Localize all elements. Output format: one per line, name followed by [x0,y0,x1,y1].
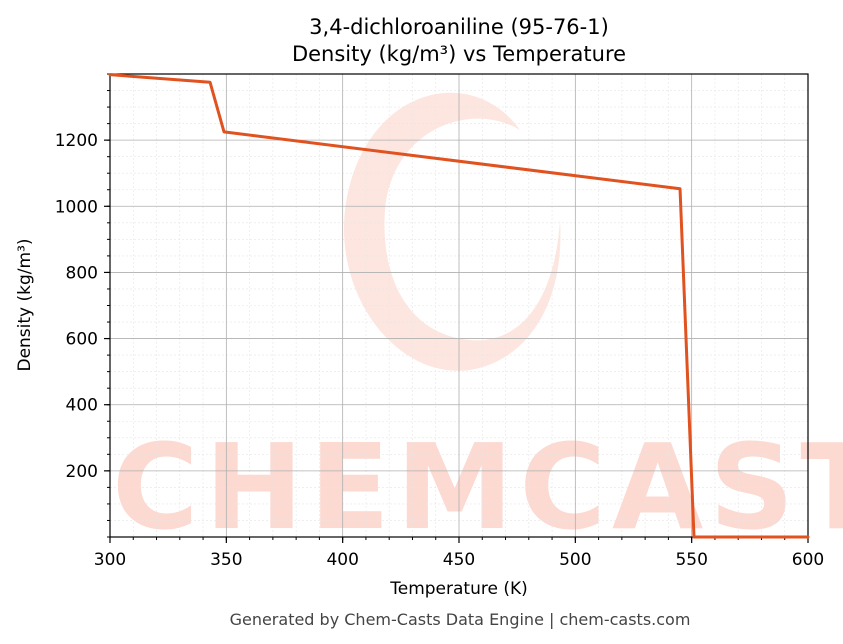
y-tick-label: 1000 [55,197,98,217]
x-tick-label: 300 [94,550,126,570]
y-tick-label: 400 [66,396,98,416]
y-tick-label: 800 [66,263,98,283]
series-layer [108,73,810,539]
chart-subtitle: Density (kg/m³) vs Temperature [292,42,626,66]
y-tick-label: 600 [66,330,98,350]
x-axis-label: Temperature (K) [389,579,528,599]
chemcasts-watermark: CHEMCASTS [112,92,843,556]
footer-credit: Generated by Chem-Casts Data Engine | ch… [230,610,691,629]
axis-ticks [104,73,809,543]
density-series-line [108,73,810,539]
watermark-text: CHEMCASTS [112,418,843,556]
y-axis-label: Density (kg/m³) [15,238,35,371]
x-tick-label: 350 [210,550,242,570]
x-tick-label: 450 [443,550,475,570]
x-tick-label: 500 [559,550,591,570]
y-tick-label: 200 [66,462,98,482]
tick-labels: 300 350 400 450 500 550 600 200 400 600 800 1000 120… [55,131,824,570]
x-tick-label: 400 [326,550,358,570]
chart-title: 3,4-dichloroaniline (95-76-1) [309,15,609,39]
x-tick-label: 600 [792,550,824,570]
x-tick-label: 550 [675,550,707,570]
y-tick-label: 1200 [55,131,98,151]
